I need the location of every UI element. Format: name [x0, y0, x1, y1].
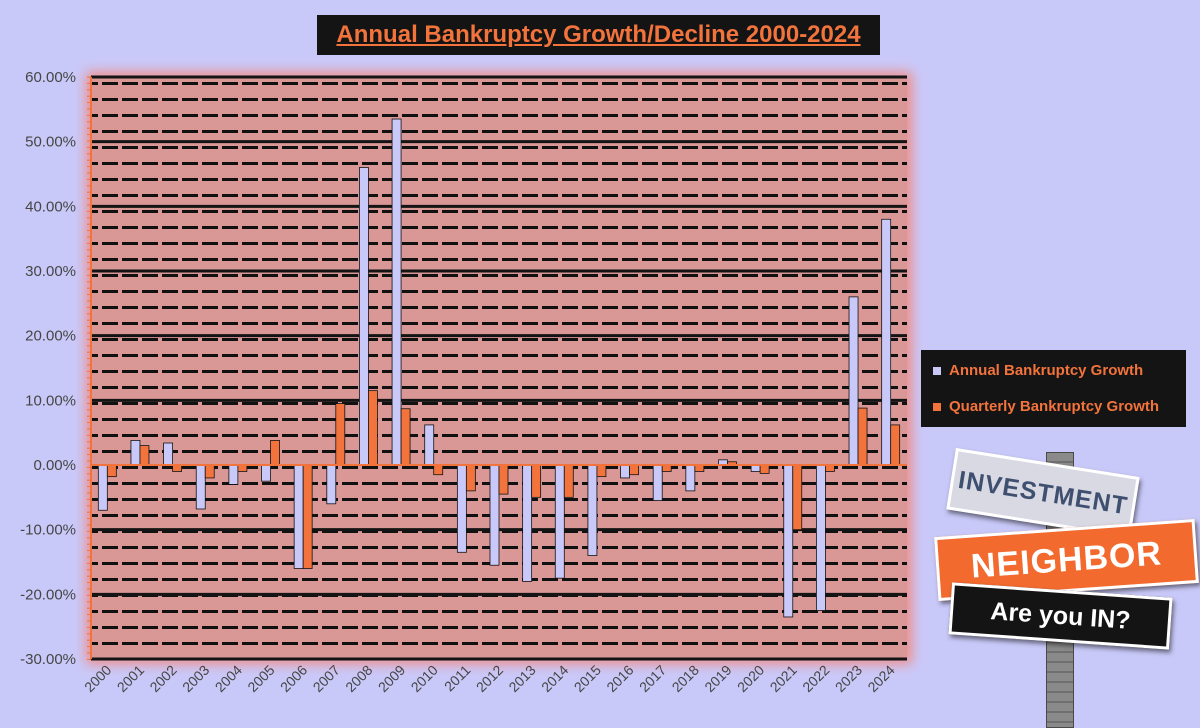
logo-investment-text: INVESTMENT: [956, 465, 1130, 520]
quarterly-bar: [139, 445, 150, 466]
x-tick-label: 2007: [310, 662, 343, 695]
quarterly-bar: [857, 407, 868, 466]
x-tick-label: 2018: [669, 662, 702, 695]
annual-bar: [293, 464, 304, 569]
x-tick-label: 2017: [636, 662, 669, 695]
quarterly-bar: [629, 464, 639, 476]
legend-item-annual: Annual Bankruptcy Growth: [933, 362, 1143, 379]
x-tick-label: 2005: [244, 662, 277, 695]
quarterly-bar: [368, 390, 378, 466]
x-tick-label: 2002: [146, 662, 179, 695]
x-tick-label: 2011: [441, 662, 474, 695]
quarterly-bar: [890, 424, 901, 466]
quarterly-bar: [400, 408, 411, 466]
annual-bar: [652, 464, 663, 501]
quarterly-bar: [106, 464, 117, 478]
x-tick-label: 2023: [832, 662, 865, 695]
annual-bar: [783, 464, 794, 618]
chart-title: Annual Bankruptcy Growth/Decline 2000-20…: [336, 21, 861, 48]
x-tick-label: 2024: [864, 662, 897, 695]
annual-bar: [816, 464, 826, 611]
quarterly-bar: [759, 464, 770, 474]
annual-bar: [489, 464, 500, 566]
annual-bar: [359, 167, 369, 466]
annual-bar: [391, 118, 402, 466]
annual-bar: [587, 464, 598, 556]
x-tick-label: 2014: [538, 662, 571, 695]
x-tick-label: 2016: [603, 662, 636, 695]
legend-label-annual: Annual Bankruptcy Growth: [949, 362, 1144, 379]
y-tick-label: -10.00%: [20, 522, 76, 539]
annual-bar: [261, 464, 271, 482]
annual-bar: [881, 218, 892, 466]
quarterly-bar: [335, 403, 346, 466]
x-tick-label: 2000: [81, 662, 114, 695]
x-tick-label: 2010: [407, 662, 440, 695]
annual-bar: [97, 464, 108, 511]
legend: Annual Bankruptcy Growth Quarterly Bankr…: [921, 350, 1186, 427]
x-tick-label: 2021: [767, 662, 800, 695]
x-tick-label: 2003: [179, 662, 212, 695]
y-tick-label: 30.00%: [25, 263, 76, 280]
quarterly-bar: [204, 464, 215, 479]
y-tick-label: -20.00%: [20, 586, 76, 603]
annual-bar: [163, 442, 174, 466]
logo-neighbor-text: NEIGHBOR: [969, 533, 1164, 586]
y-tick-label: 60.00%: [25, 69, 76, 86]
logo-areyou-text: Are you IN?: [989, 596, 1132, 635]
legend-label-quarterly: Quarterly Bankruptcy Growth: [949, 398, 1160, 415]
quarterly-bar: [563, 464, 574, 498]
annual-bar: [195, 464, 206, 510]
annual-bar: [522, 464, 533, 582]
annual-bar: [456, 464, 467, 553]
legend-item-quarterly: Quarterly Bankruptcy Growth: [933, 398, 1159, 415]
annual-bar: [130, 440, 141, 466]
x-tick-label: 2008: [342, 662, 375, 695]
quarterly-bar: [596, 464, 607, 478]
x-tick-label: 2013: [505, 662, 538, 695]
x-tick-label: 2012: [473, 662, 506, 695]
quarterly-bar: [433, 464, 444, 476]
quarterly-bar: [270, 440, 280, 466]
annual-bar: [326, 464, 337, 505]
annual-bar: [685, 464, 696, 492]
y-tick-label: -30.00%: [20, 651, 76, 668]
x-tick-label: 2001: [114, 662, 147, 695]
annual-bar: [620, 464, 630, 479]
legend-swatch-quarterly: [933, 402, 941, 411]
legend-swatch-annual: [933, 366, 941, 375]
annual-bar: [228, 464, 239, 485]
quarterly-bar: [302, 464, 313, 569]
quarterly-bar: [792, 464, 803, 531]
y-tick-label: 50.00%: [25, 134, 76, 151]
y-tick-label: 40.00%: [25, 198, 76, 215]
quarterly-bar: [465, 464, 476, 492]
annual-bar: [424, 424, 435, 466]
annual-bar: [848, 296, 859, 466]
chart-title-box: Annual Bankruptcy Growth/Decline 2000-20…: [317, 15, 880, 55]
quarterly-bar: [498, 464, 509, 495]
x-tick-label: 2009: [375, 662, 408, 695]
annual-bar: [554, 464, 565, 579]
x-tick-label: 2006: [277, 662, 310, 695]
logo-areyou-sign: Are you IN?: [948, 582, 1173, 650]
y-tick-label: 10.00%: [25, 392, 76, 409]
quarterly-bar: [531, 464, 542, 498]
y-tick-label: 0.00%: [33, 457, 76, 474]
x-tick-label: 2020: [734, 662, 767, 695]
x-tick-label: 2015: [571, 662, 604, 695]
y-tick-label: 20.00%: [25, 328, 76, 345]
x-tick-label: 2019: [701, 662, 734, 695]
x-tick-label: 2004: [212, 662, 245, 695]
investment-neighbor-logo: INVESTMENT NEIGHBOR Are you IN?: [928, 440, 1199, 728]
x-tick-label: 2022: [799, 662, 832, 695]
y-axis: -30.00% -20.00% -10.00% 0.00% 10.00% 20.00% 30…: [20, 69, 92, 668]
